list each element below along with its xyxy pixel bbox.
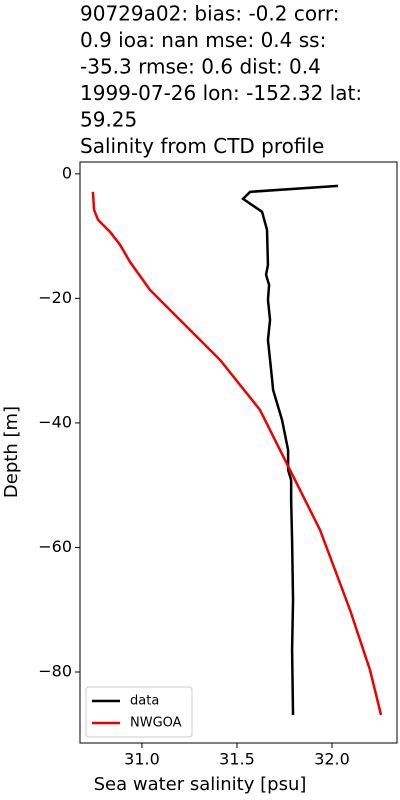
x-axis-label: Sea water salinity [psu] <box>94 774 307 795</box>
chart-title: 90729a02: bias: -0.2 corr: <box>80 2 340 26</box>
chart-title: 59.25 <box>80 108 137 132</box>
chart-title: 0.9 ioa: nan mse: 0.4 ss: <box>80 28 326 52</box>
y-tick-label: −20 <box>38 288 72 307</box>
y-tick-label: 0 <box>62 163 72 182</box>
x-tick-label: 31.5 <box>219 750 255 769</box>
y-tick-label: −40 <box>38 412 72 431</box>
legend-label: data <box>130 694 159 709</box>
data-line <box>241 184 339 715</box>
legend-box <box>85 686 193 738</box>
plot-frame <box>79 161 398 744</box>
chart-title: Salinity from CTD profile <box>80 134 324 158</box>
x-tick-label: 31.0 <box>124 750 160 769</box>
legend-label: NWGOA <box>130 716 182 731</box>
y-tick-label: −60 <box>38 537 72 556</box>
x-tick-label: 32.0 <box>314 750 350 769</box>
chart-title: -35.3 rmse: 0.6 dist: 0.4 <box>80 55 321 79</box>
data-line <box>91 191 383 716</box>
chart-title: 1999-07-26 lon: -152.32 lat: <box>80 81 362 105</box>
y-tick-label: −80 <box>38 662 72 681</box>
y-axis-label: Depth [m] <box>1 406 22 498</box>
